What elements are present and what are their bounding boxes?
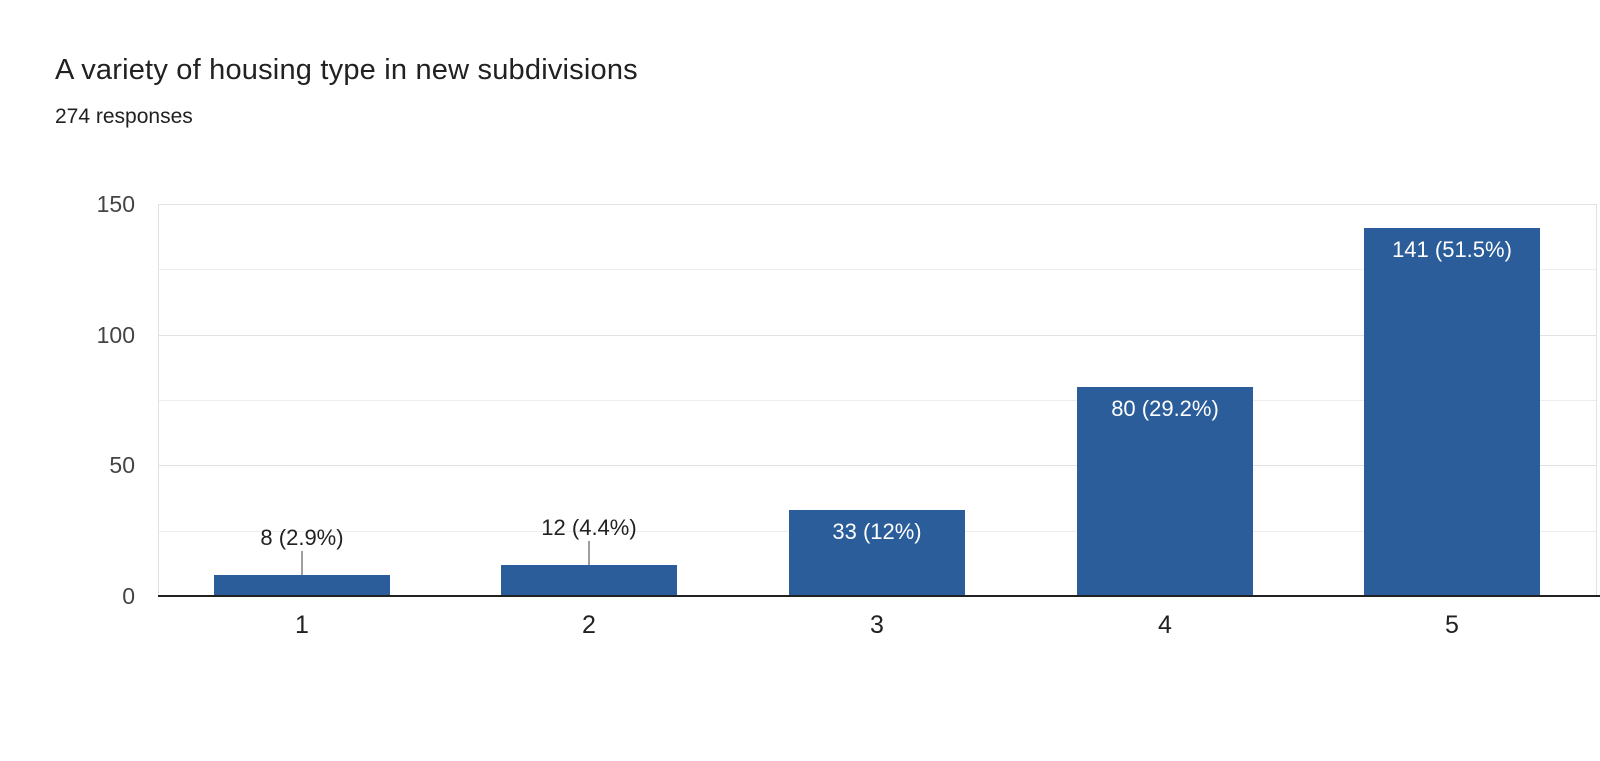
bar-value-label: 80 (29.2%) [1111, 396, 1219, 421]
bar-2[interactable] [501, 565, 677, 596]
bar-3[interactable] [789, 510, 965, 596]
response-count: 274 responses [55, 105, 193, 128]
bar-value-label: 33 (12%) [832, 519, 922, 544]
bar-1[interactable] [214, 575, 390, 596]
question-title: A variety of housing type in new subdivi… [55, 54, 638, 86]
x-axis-category-label: 3 [870, 611, 884, 639]
plot-left-border [158, 204, 159, 596]
x-axis-baseline [158, 595, 1600, 597]
gridline-major [158, 335, 1596, 336]
bar-4[interactable] [1077, 387, 1253, 596]
bar-label-callout-line [301, 551, 303, 575]
bar-value-label: 8 (2.9%) [260, 525, 344, 550]
bar-value-label: 12 (4.4%) [541, 515, 637, 540]
x-axis-category-label: 1 [295, 611, 309, 639]
gridline-major [158, 465, 1596, 466]
x-axis-category-label: 4 [1158, 611, 1172, 639]
y-axis-tick-label: 100 [96, 322, 135, 348]
gridline-minor [158, 269, 1596, 270]
gridline-major [158, 204, 1596, 205]
plot-right-border [1596, 204, 1597, 596]
y-axis-tick-label: 150 [96, 191, 135, 217]
y-axis-tick-label: 0 [122, 583, 135, 609]
bar-label-callout-line [588, 541, 590, 565]
bar-5[interactable] [1364, 228, 1540, 596]
bar-value-label: 141 (51.5%) [1392, 237, 1512, 262]
x-axis-category-label: 5 [1445, 611, 1459, 639]
x-axis-category-label: 2 [582, 611, 596, 639]
y-axis-tick-label: 50 [109, 452, 135, 478]
gridline-minor [158, 400, 1596, 401]
